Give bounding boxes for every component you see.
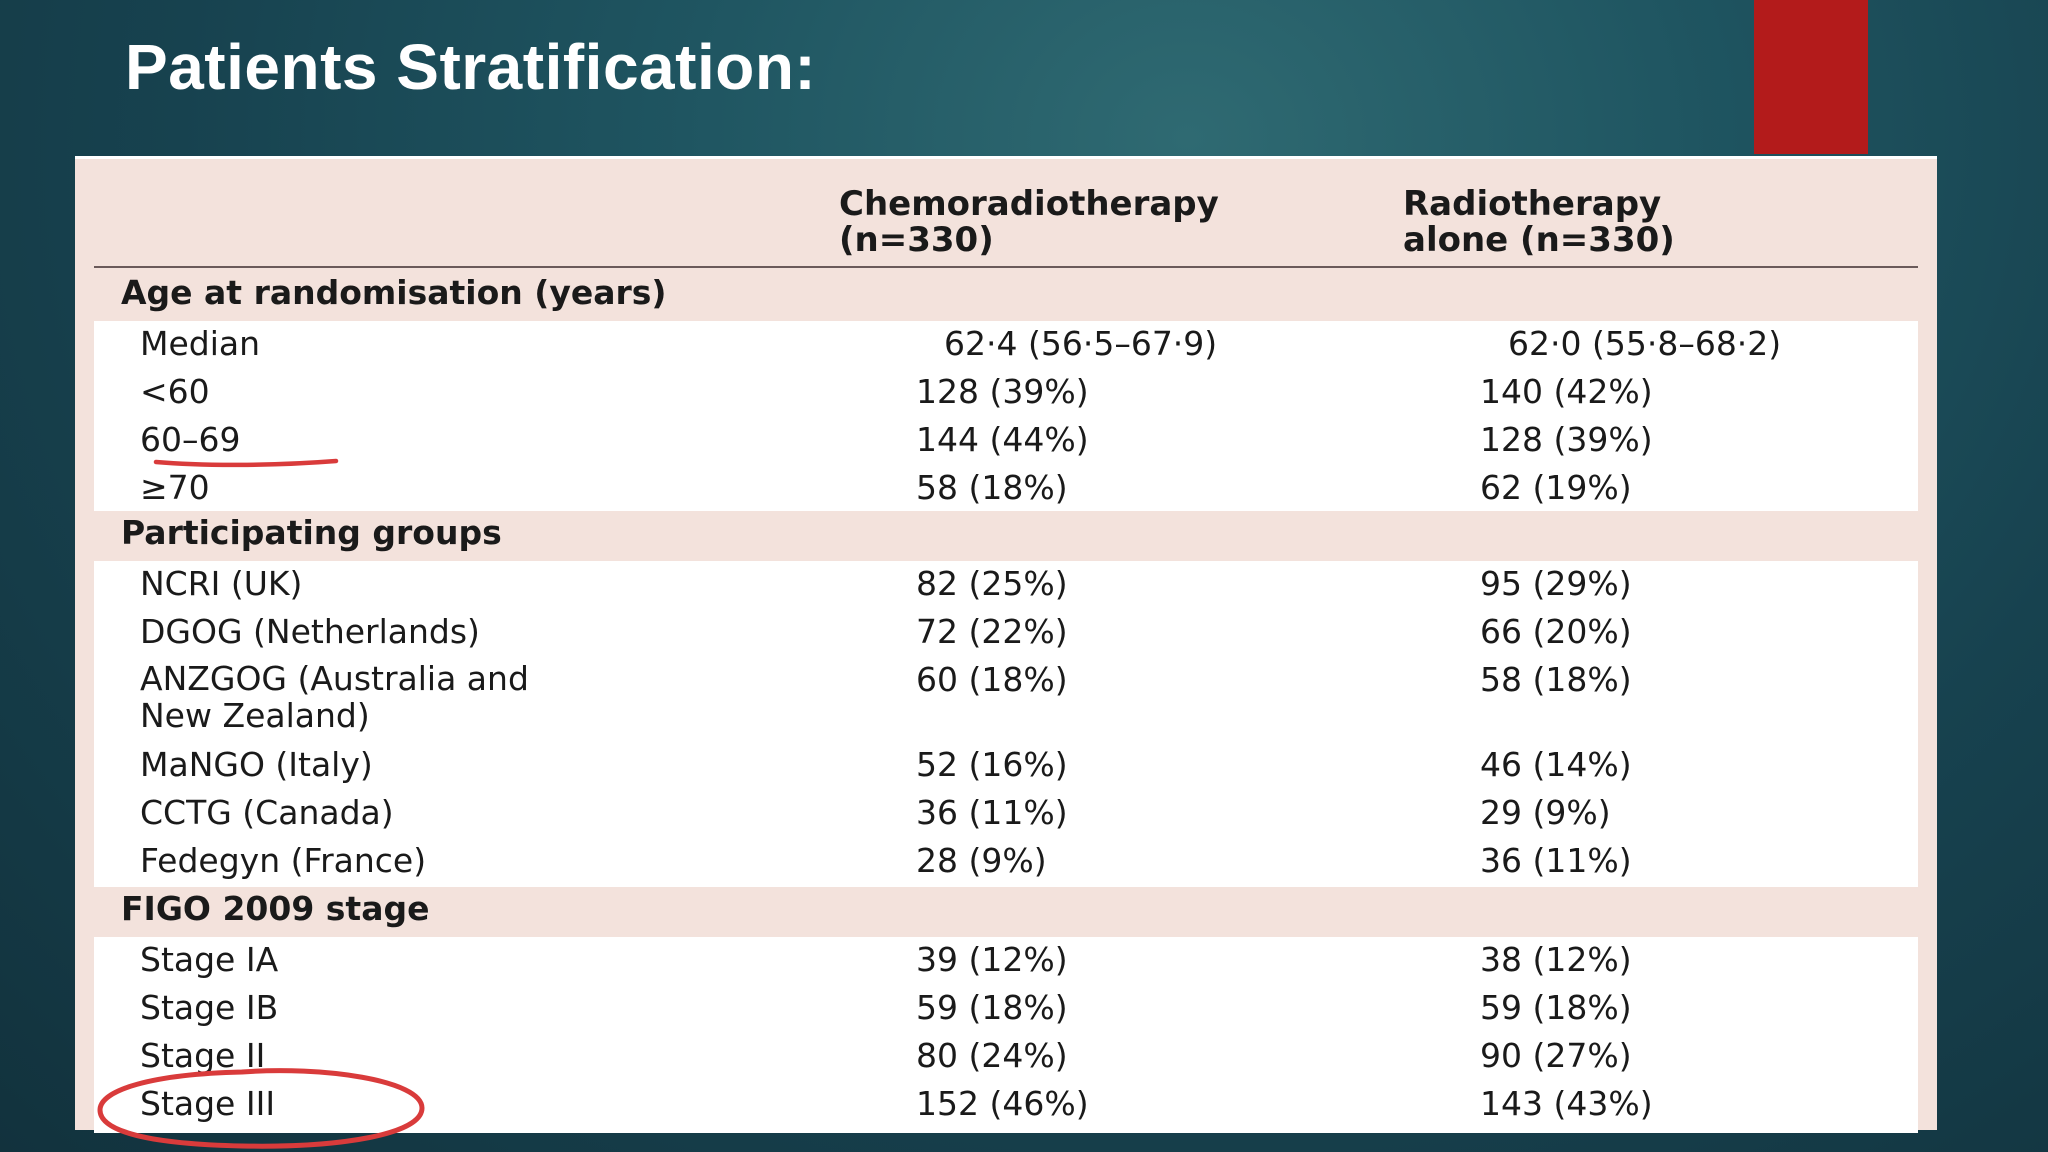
cell-radio: 143 (43%) [1480,1084,1653,1123]
table-row: Stage IB 59 (18%) 59 (18%) [140,988,1918,1036]
row-label: Fedegyn (France) [140,841,427,880]
cell-chemo: 28 (9%) [916,841,1047,880]
cell-radio: 128 (39%) [1480,420,1653,459]
annotation-circle [97,1068,425,1149]
cell-radio: 95 (29%) [1480,564,1632,603]
cell-radio: 59 (18%) [1480,988,1632,1027]
row-label: ≥70 [140,468,210,507]
row-label: MaNGO (Italy) [140,745,373,784]
cell-chemo: 39 (12%) [916,940,1068,979]
row-label: ANZGOG (Australia and New Zealand) [140,659,529,735]
cell-chemo: 52 (16%) [916,745,1068,784]
annotation-underline [153,458,339,468]
cell-chemo: 144 (44%) [916,420,1089,459]
cell-chemo: 82 (25%) [916,564,1068,603]
table-row: DGOG (Netherlands) 72 (22%) 66 (20%) [140,612,1918,660]
row-label: Median [140,324,261,363]
table-row: CCTG (Canada) 36 (11%) 29 (9%) [140,793,1918,841]
row-label: Stage IB [140,988,279,1027]
cell-chemo: 59 (18%) [916,988,1068,1027]
table-row: Stage III 152 (46%) 143 (43%) [140,1084,1918,1132]
section-label-figo-stage: FIGO 2009 stage [121,889,430,928]
cell-radio: 38 (12%) [1480,940,1632,979]
cell-radio: 140 (42%) [1480,372,1653,411]
cell-chemo: 58 (18%) [916,468,1068,507]
cell-chemo: 80 (24%) [916,1036,1068,1075]
baseline-characteristics-table: Chemoradiotherapy (n=330) Radiotherapy a… [75,156,1937,1133]
table-row: Stage II 80 (24%) 90 (27%) [140,1036,1918,1084]
cell-radio: 36 (11%) [1480,841,1632,880]
cell-radio: 29 (9%) [1480,793,1611,832]
cell-radio: 46 (14%) [1480,745,1632,784]
row-label: Stage III [140,1084,276,1123]
section-body-age: Median 62·4 (56·5–67·9) 62·0 (55·8–68·2)… [94,321,1918,511]
cell-chemo: 60 (18%) [916,660,1068,699]
row-label: CCTG (Canada) [140,793,394,832]
table-row: ≥70 58 (18%) 62 (19%) [140,468,1918,516]
row-label: Stage II [140,1036,266,1075]
table-row: <60 128 (39%) 140 (42%) [140,372,1918,420]
table-row: Median 62·4 (56·5–67·9) 62·0 (55·8–68·2) [140,324,1918,372]
table-row: ANZGOG (Australia and New Zealand) 60 (1… [140,660,1918,744]
header-divider [94,266,1918,268]
table-row: Stage IA 39 (12%) 38 (12%) [140,940,1918,988]
cell-chemo: 62·4 (56·5–67·9) [944,324,1218,363]
cell-radio: 90 (27%) [1480,1036,1632,1075]
column-header-radiotherapy-alone: Radiotherapy alone (n=330) [1403,184,1675,260]
column-header-chemoradiotherapy: Chemoradiotherapy (n=330) [839,184,1219,260]
cell-radio: 66 (20%) [1480,612,1632,651]
cell-chemo: 128 (39%) [916,372,1089,411]
row-label: Stage IA [140,940,279,979]
row-label: NCRI (UK) [140,564,303,603]
cell-chemo: 72 (22%) [916,612,1068,651]
section-label-age: Age at randomisation (years) [121,273,667,312]
slide-title: Patients Stratification: [125,31,817,103]
cell-radio: 58 (18%) [1480,660,1632,699]
section-label-participating-groups: Participating groups [121,513,502,552]
table-row: NCRI (UK) 82 (25%) 95 (29%) [140,564,1918,612]
table-row: MaNGO (Italy) 52 (16%) 46 (14%) [140,745,1918,793]
row-label: DGOG (Netherlands) [140,612,480,651]
cell-chemo: 152 (46%) [916,1084,1089,1123]
section-body-participating-groups: NCRI (UK) 82 (25%) 95 (29%) DGOG (Nether… [94,561,1918,887]
section-body-figo-stage: Stage IA 39 (12%) 38 (12%) Stage IB 59 (… [94,937,1918,1133]
table-row: 60–69 144 (44%) 128 (39%) [140,420,1918,468]
accent-bar [1754,0,1868,154]
table-row: Fedegyn (France) 28 (9%) 36 (11%) [140,841,1918,889]
cell-radio: 62 (19%) [1480,468,1632,507]
row-label: 60–69 [140,420,241,459]
row-label: <60 [140,372,210,411]
cell-chemo: 36 (11%) [916,793,1068,832]
cell-radio: 62·0 (55·8–68·2) [1508,324,1782,363]
